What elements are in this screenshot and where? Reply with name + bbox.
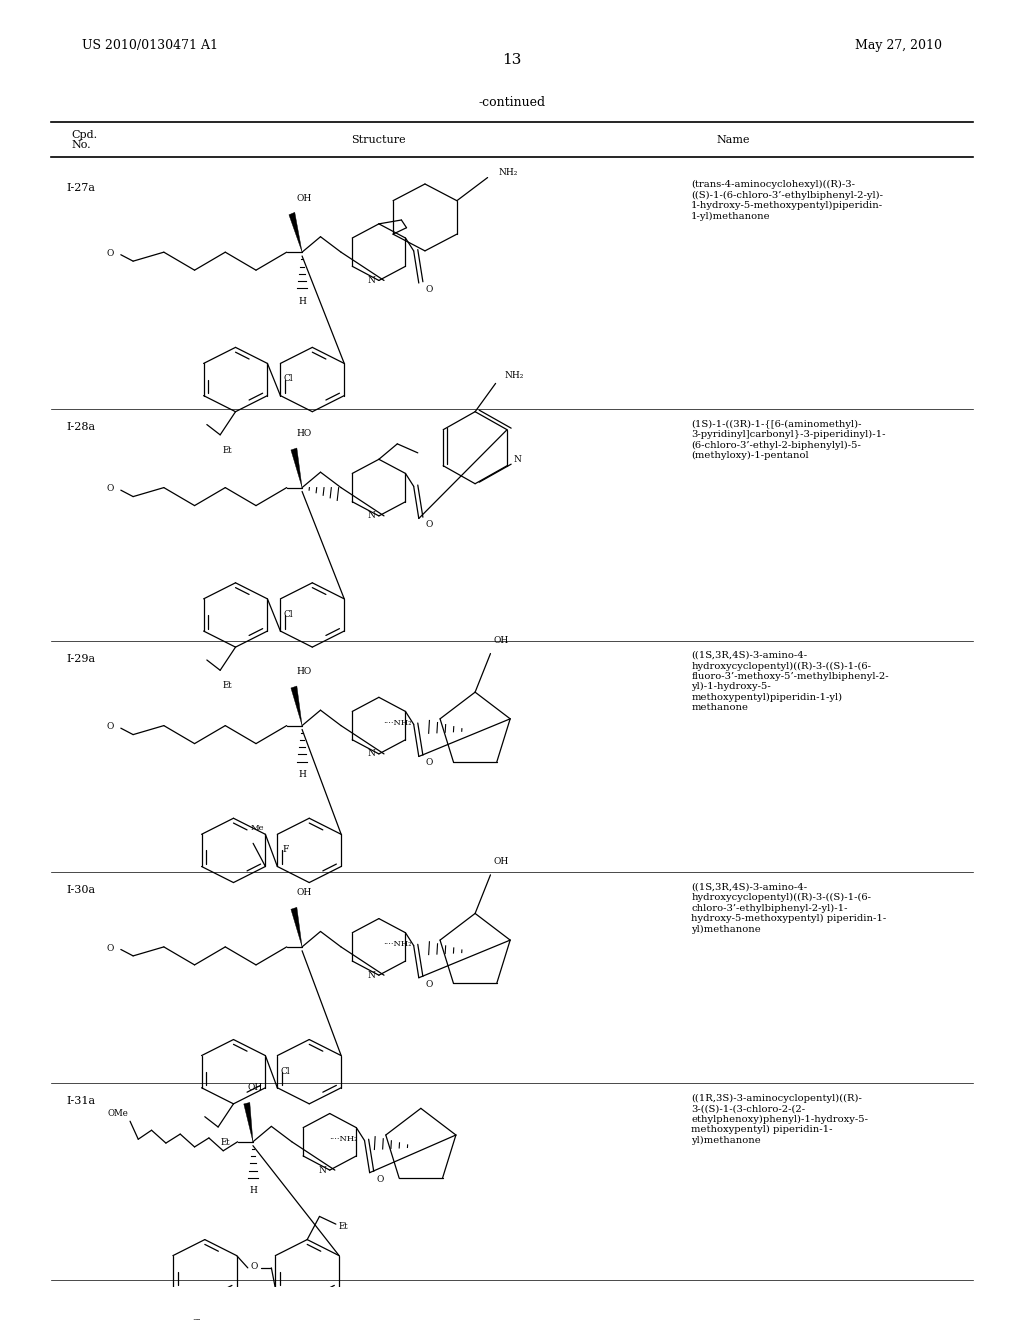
Text: Et: Et xyxy=(222,681,232,690)
Text: ····NH₂: ····NH₂ xyxy=(383,940,412,948)
Text: OH: OH xyxy=(494,858,508,866)
Text: F: F xyxy=(283,845,289,854)
Text: Et: Et xyxy=(338,1222,348,1232)
Text: OH: OH xyxy=(297,888,311,898)
Text: H: H xyxy=(249,1187,257,1195)
Text: N: N xyxy=(368,511,376,520)
Polygon shape xyxy=(291,686,302,726)
Text: ((1R,3S)-3-aminocyclopentyl)((R)-
3-((S)-1-(3-chloro-2-(2-
ethylphenoxy)phenyl)-: ((1R,3S)-3-aminocyclopentyl)((R)- 3-((S)… xyxy=(691,1093,868,1144)
Text: N: N xyxy=(368,750,376,759)
Text: O: O xyxy=(106,944,115,953)
Text: I-29a: I-29a xyxy=(67,653,95,664)
Text: I-30a: I-30a xyxy=(67,886,95,895)
Text: Et: Et xyxy=(220,1138,230,1147)
Text: (trans-4-aminocyclohexyl)((R)-3-
((S)-1-(6-chloro-3’-ethylbiphenyl-2-yl)-
1-hydr: (trans-4-aminocyclohexyl)((R)-3- ((S)-1-… xyxy=(691,180,884,220)
Text: US 2010/0130471 A1: US 2010/0130471 A1 xyxy=(82,38,218,51)
Text: OMe: OMe xyxy=(108,1109,128,1118)
Text: NH₂: NH₂ xyxy=(499,168,518,177)
Polygon shape xyxy=(289,213,302,252)
Polygon shape xyxy=(291,447,302,487)
Text: O: O xyxy=(376,1175,384,1184)
Text: ((1S,3R,4S)-3-amino-4-
hydroxycyclopentyl)((R)-3-((S)-1-(6-
fluoro-3’-methoxy-5’: ((1S,3R,4S)-3-amino-4- hydroxycyclopenty… xyxy=(691,651,889,713)
Text: OH: OH xyxy=(248,1084,262,1092)
Text: Me: Me xyxy=(251,824,264,832)
Text: Cl: Cl xyxy=(284,375,294,383)
Text: H: H xyxy=(298,770,306,779)
Text: (1S)-1-((3R)-1-{[6-(aminomethyl)-
3-pyridinyl]carbonyl}-3-piperidinyl)-1-
(6-chl: (1S)-1-((3R)-1-{[6-(aminomethyl)- 3-pyri… xyxy=(691,420,886,461)
Text: O: O xyxy=(425,520,433,529)
Text: Structure: Structure xyxy=(351,135,407,145)
Text: O: O xyxy=(425,979,433,989)
Polygon shape xyxy=(244,1102,253,1142)
Text: O: O xyxy=(425,285,433,294)
Text: Cl: Cl xyxy=(284,610,294,619)
Text: H: H xyxy=(298,297,306,305)
Text: O: O xyxy=(106,722,115,731)
Text: HO: HO xyxy=(297,667,311,676)
Text: N: N xyxy=(318,1166,327,1175)
Text: N: N xyxy=(368,970,376,979)
Text: Et: Et xyxy=(222,446,232,455)
Text: N: N xyxy=(368,276,376,285)
Text: 13: 13 xyxy=(503,54,521,67)
Text: N: N xyxy=(513,455,521,463)
Text: HO: HO xyxy=(297,429,311,438)
Text: O: O xyxy=(106,249,115,257)
Polygon shape xyxy=(291,907,302,946)
Text: I-31a: I-31a xyxy=(67,1096,95,1106)
Text: OH: OH xyxy=(494,636,508,645)
Text: Cl: Cl xyxy=(281,1067,291,1076)
Text: O: O xyxy=(425,759,433,767)
Text: ····NH₂: ····NH₂ xyxy=(383,719,412,727)
Text: I-28a: I-28a xyxy=(67,422,95,432)
Text: May 27, 2010: May 27, 2010 xyxy=(855,38,942,51)
Text: ····NH₂: ····NH₂ xyxy=(329,1135,357,1143)
Text: Name: Name xyxy=(717,135,751,145)
Text: OH: OH xyxy=(297,194,311,203)
Text: -continued: -continued xyxy=(478,96,546,110)
Text: Cpd.: Cpd. xyxy=(72,131,98,140)
Text: I-27a: I-27a xyxy=(67,182,95,193)
Text: ((1S,3R,4S)-3-amino-4-
hydroxycyclopentyl)((R)-3-((S)-1-(6-
chloro-3’-ethylbiphe: ((1S,3R,4S)-3-amino-4- hydroxycyclopenty… xyxy=(691,883,887,933)
Text: No.: No. xyxy=(72,140,91,150)
Text: NH₂: NH₂ xyxy=(505,371,523,380)
Text: O: O xyxy=(250,1262,258,1271)
Text: O: O xyxy=(106,484,115,494)
